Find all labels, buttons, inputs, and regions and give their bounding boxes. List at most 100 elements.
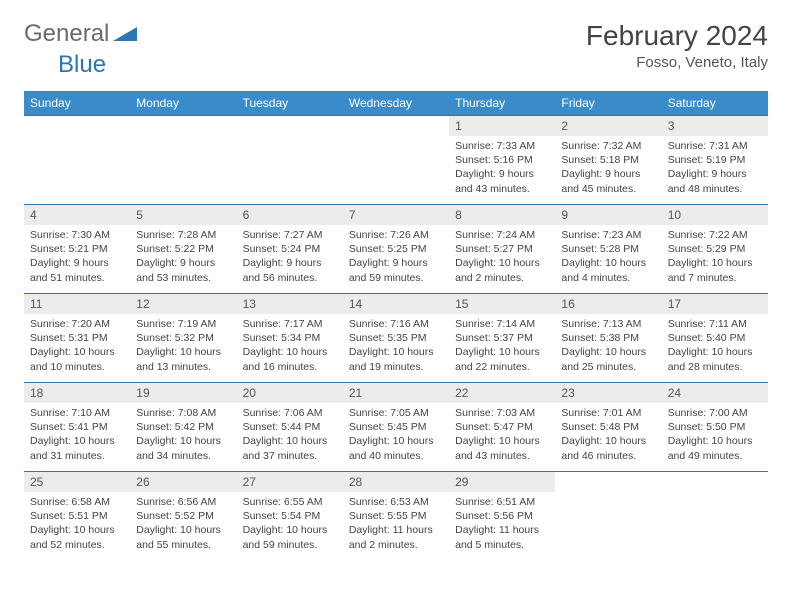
- daylight-line: Daylight: 9 hours and 53 minutes.: [136, 256, 230, 284]
- location-subtitle: Fosso, Veneto, Italy: [586, 54, 768, 71]
- calendar-cell: 29Sunrise: 6:51 AMSunset: 5:56 PMDayligh…: [449, 472, 555, 561]
- sunset-line: Sunset: 5:38 PM: [561, 331, 655, 345]
- day-details: Sunrise: 6:53 AMSunset: 5:55 PMDaylight:…: [343, 492, 449, 558]
- calendar-cell: 1Sunrise: 7:33 AMSunset: 5:16 PMDaylight…: [449, 116, 555, 205]
- day-number: 1: [449, 116, 555, 136]
- daylight-line: Daylight: 9 hours and 43 minutes.: [455, 167, 549, 195]
- calendar-cell: 28Sunrise: 6:53 AMSunset: 5:55 PMDayligh…: [343, 472, 449, 561]
- day-number: 22: [449, 383, 555, 403]
- calendar-cell: 21Sunrise: 7:05 AMSunset: 5:45 PMDayligh…: [343, 383, 449, 472]
- sunrise-line: Sunrise: 7:17 AM: [243, 317, 337, 331]
- sunrise-line: Sunrise: 7:00 AM: [668, 406, 762, 420]
- sunset-line: Sunset: 5:16 PM: [455, 153, 549, 167]
- daylight-line: Daylight: 10 hours and 34 minutes.: [136, 434, 230, 462]
- calendar-cell: 14Sunrise: 7:16 AMSunset: 5:35 PMDayligh…: [343, 294, 449, 383]
- sunset-line: Sunset: 5:37 PM: [455, 331, 549, 345]
- sunrise-line: Sunrise: 7:03 AM: [455, 406, 549, 420]
- day-details: Sunrise: 6:51 AMSunset: 5:56 PMDaylight:…: [449, 492, 555, 558]
- day-number: 10: [662, 205, 768, 225]
- day-number: 13: [237, 294, 343, 314]
- calendar-week-row: 18Sunrise: 7:10 AMSunset: 5:41 PMDayligh…: [24, 383, 768, 472]
- day-number: 5: [130, 205, 236, 225]
- sunset-line: Sunset: 5:28 PM: [561, 242, 655, 256]
- day-number: 29: [449, 472, 555, 492]
- day-details: Sunrise: 7:14 AMSunset: 5:37 PMDaylight:…: [449, 314, 555, 380]
- daylight-line: Daylight: 10 hours and 52 minutes.: [30, 523, 124, 551]
- day-details: Sunrise: 6:56 AMSunset: 5:52 PMDaylight:…: [130, 492, 236, 558]
- day-details: Sunrise: 7:26 AMSunset: 5:25 PMDaylight:…: [343, 225, 449, 291]
- calendar-cell: 2Sunrise: 7:32 AMSunset: 5:18 PMDaylight…: [555, 116, 661, 205]
- sunrise-line: Sunrise: 7:31 AM: [668, 139, 762, 153]
- sunset-line: Sunset: 5:40 PM: [668, 331, 762, 345]
- calendar-cell: 18Sunrise: 7:10 AMSunset: 5:41 PMDayligh…: [24, 383, 130, 472]
- page-title: February 2024: [586, 20, 768, 52]
- sunset-line: Sunset: 5:25 PM: [349, 242, 443, 256]
- sunset-line: Sunset: 5:48 PM: [561, 420, 655, 434]
- daylight-line: Daylight: 10 hours and 10 minutes.: [30, 345, 124, 373]
- day-details: Sunrise: 7:30 AMSunset: 5:21 PMDaylight:…: [24, 225, 130, 291]
- day-details: Sunrise: 7:06 AMSunset: 5:44 PMDaylight:…: [237, 403, 343, 469]
- daylight-line: Daylight: 10 hours and 49 minutes.: [668, 434, 762, 462]
- day-details: Sunrise: 7:23 AMSunset: 5:28 PMDaylight:…: [555, 225, 661, 291]
- day-details: Sunrise: 6:55 AMSunset: 5:54 PMDaylight:…: [237, 492, 343, 558]
- day-details: Sunrise: 6:58 AMSunset: 5:51 PMDaylight:…: [24, 492, 130, 558]
- calendar-cell: 27Sunrise: 6:55 AMSunset: 5:54 PMDayligh…: [237, 472, 343, 561]
- calendar-cell: 11Sunrise: 7:20 AMSunset: 5:31 PMDayligh…: [24, 294, 130, 383]
- brand-logo: General: [24, 20, 139, 48]
- calendar-cell: 26Sunrise: 6:56 AMSunset: 5:52 PMDayligh…: [130, 472, 236, 561]
- sunset-line: Sunset: 5:51 PM: [30, 509, 124, 523]
- day-number: 19: [130, 383, 236, 403]
- sunset-line: Sunset: 5:54 PM: [243, 509, 337, 523]
- daylight-line: Daylight: 10 hours and 16 minutes.: [243, 345, 337, 373]
- day-number: 24: [662, 383, 768, 403]
- sunrise-line: Sunrise: 6:51 AM: [455, 495, 549, 509]
- daylight-line: Daylight: 10 hours and 31 minutes.: [30, 434, 124, 462]
- sunrise-line: Sunrise: 7:06 AM: [243, 406, 337, 420]
- daylight-line: Daylight: 10 hours and 22 minutes.: [455, 345, 549, 373]
- day-number: 16: [555, 294, 661, 314]
- day-number: 23: [555, 383, 661, 403]
- day-number: 20: [237, 383, 343, 403]
- brand-word-blue: Blue: [58, 51, 106, 79]
- calendar-week-row: 11Sunrise: 7:20 AMSunset: 5:31 PMDayligh…: [24, 294, 768, 383]
- calendar-cell: 3Sunrise: 7:31 AMSunset: 5:19 PMDaylight…: [662, 116, 768, 205]
- weekday-header: Monday: [130, 91, 236, 116]
- sunset-line: Sunset: 5:47 PM: [455, 420, 549, 434]
- day-number: 21: [343, 383, 449, 403]
- daylight-line: Daylight: 9 hours and 45 minutes.: [561, 167, 655, 195]
- day-details: Sunrise: 7:08 AMSunset: 5:42 PMDaylight:…: [130, 403, 236, 469]
- sunrise-line: Sunrise: 7:28 AM: [136, 228, 230, 242]
- calendar-cell: 10Sunrise: 7:22 AMSunset: 5:29 PMDayligh…: [662, 205, 768, 294]
- day-details: Sunrise: 7:01 AMSunset: 5:48 PMDaylight:…: [555, 403, 661, 469]
- calendar-cell: 7Sunrise: 7:26 AMSunset: 5:25 PMDaylight…: [343, 205, 449, 294]
- weekday-header: Saturday: [662, 91, 768, 116]
- day-details: Sunrise: 7:05 AMSunset: 5:45 PMDaylight:…: [343, 403, 449, 469]
- day-number: 28: [343, 472, 449, 492]
- day-details: Sunrise: 7:28 AMSunset: 5:22 PMDaylight:…: [130, 225, 236, 291]
- daylight-line: Daylight: 10 hours and 40 minutes.: [349, 434, 443, 462]
- brand-word-general: General: [24, 20, 109, 48]
- day-details: Sunrise: 7:17 AMSunset: 5:34 PMDaylight:…: [237, 314, 343, 380]
- sunrise-line: Sunrise: 7:30 AM: [30, 228, 124, 242]
- day-details: Sunrise: 7:16 AMSunset: 5:35 PMDaylight:…: [343, 314, 449, 380]
- day-details: Sunrise: 7:03 AMSunset: 5:47 PMDaylight:…: [449, 403, 555, 469]
- daylight-line: Daylight: 9 hours and 48 minutes.: [668, 167, 762, 195]
- day-number: 27: [237, 472, 343, 492]
- sunrise-line: Sunrise: 6:56 AM: [136, 495, 230, 509]
- sunset-line: Sunset: 5:35 PM: [349, 331, 443, 345]
- day-details: Sunrise: 7:00 AMSunset: 5:50 PMDaylight:…: [662, 403, 768, 469]
- sunrise-line: Sunrise: 7:01 AM: [561, 406, 655, 420]
- sunrise-line: Sunrise: 7:13 AM: [561, 317, 655, 331]
- sunset-line: Sunset: 5:50 PM: [668, 420, 762, 434]
- sunset-line: Sunset: 5:24 PM: [243, 242, 337, 256]
- day-details: Sunrise: 7:10 AMSunset: 5:41 PMDaylight:…: [24, 403, 130, 469]
- sunset-line: Sunset: 5:22 PM: [136, 242, 230, 256]
- day-details: Sunrise: 7:13 AMSunset: 5:38 PMDaylight:…: [555, 314, 661, 380]
- day-details: Sunrise: 7:22 AMSunset: 5:29 PMDaylight:…: [662, 225, 768, 291]
- day-number: 9: [555, 205, 661, 225]
- weekday-header: Thursday: [449, 91, 555, 116]
- weekday-header: Friday: [555, 91, 661, 116]
- daylight-line: Daylight: 10 hours and 13 minutes.: [136, 345, 230, 373]
- calendar-cell: [343, 116, 449, 205]
- calendar-cell: [130, 116, 236, 205]
